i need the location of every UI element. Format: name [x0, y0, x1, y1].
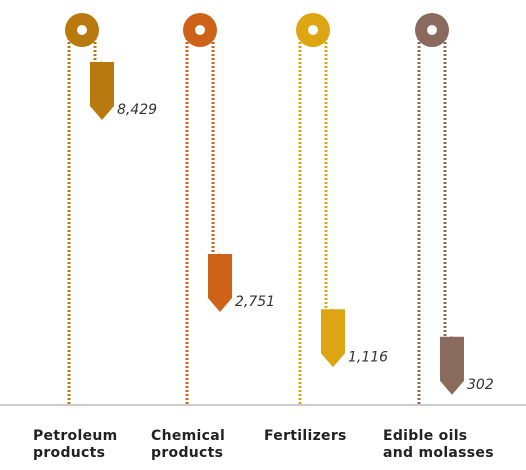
category-label: Edible oils and molasses: [383, 428, 501, 462]
weight: [440, 337, 464, 395]
pulley-hole: [77, 25, 87, 35]
chart: 8,429 2,751 1,116 302 Petroleum productsChe…: [0, 0, 526, 470]
category-label: Fertilizers: [264, 428, 382, 445]
weight: [90, 62, 114, 120]
value-label: 1,116: [348, 349, 388, 365]
weight: [208, 254, 232, 312]
pulley-hole: [308, 25, 318, 35]
pulley-hole: [195, 25, 205, 35]
value-label: 2,751: [235, 294, 275, 310]
pulley-hole: [427, 25, 437, 35]
category-label: Chemical products: [151, 428, 269, 462]
category-label: Petroleum products: [33, 428, 151, 462]
chart-graphic: 8,429 2,751 1,116 302: [0, 0, 526, 470]
weight: [321, 309, 345, 367]
value-label: 302: [467, 377, 494, 393]
value-label: 8,429: [117, 102, 157, 118]
